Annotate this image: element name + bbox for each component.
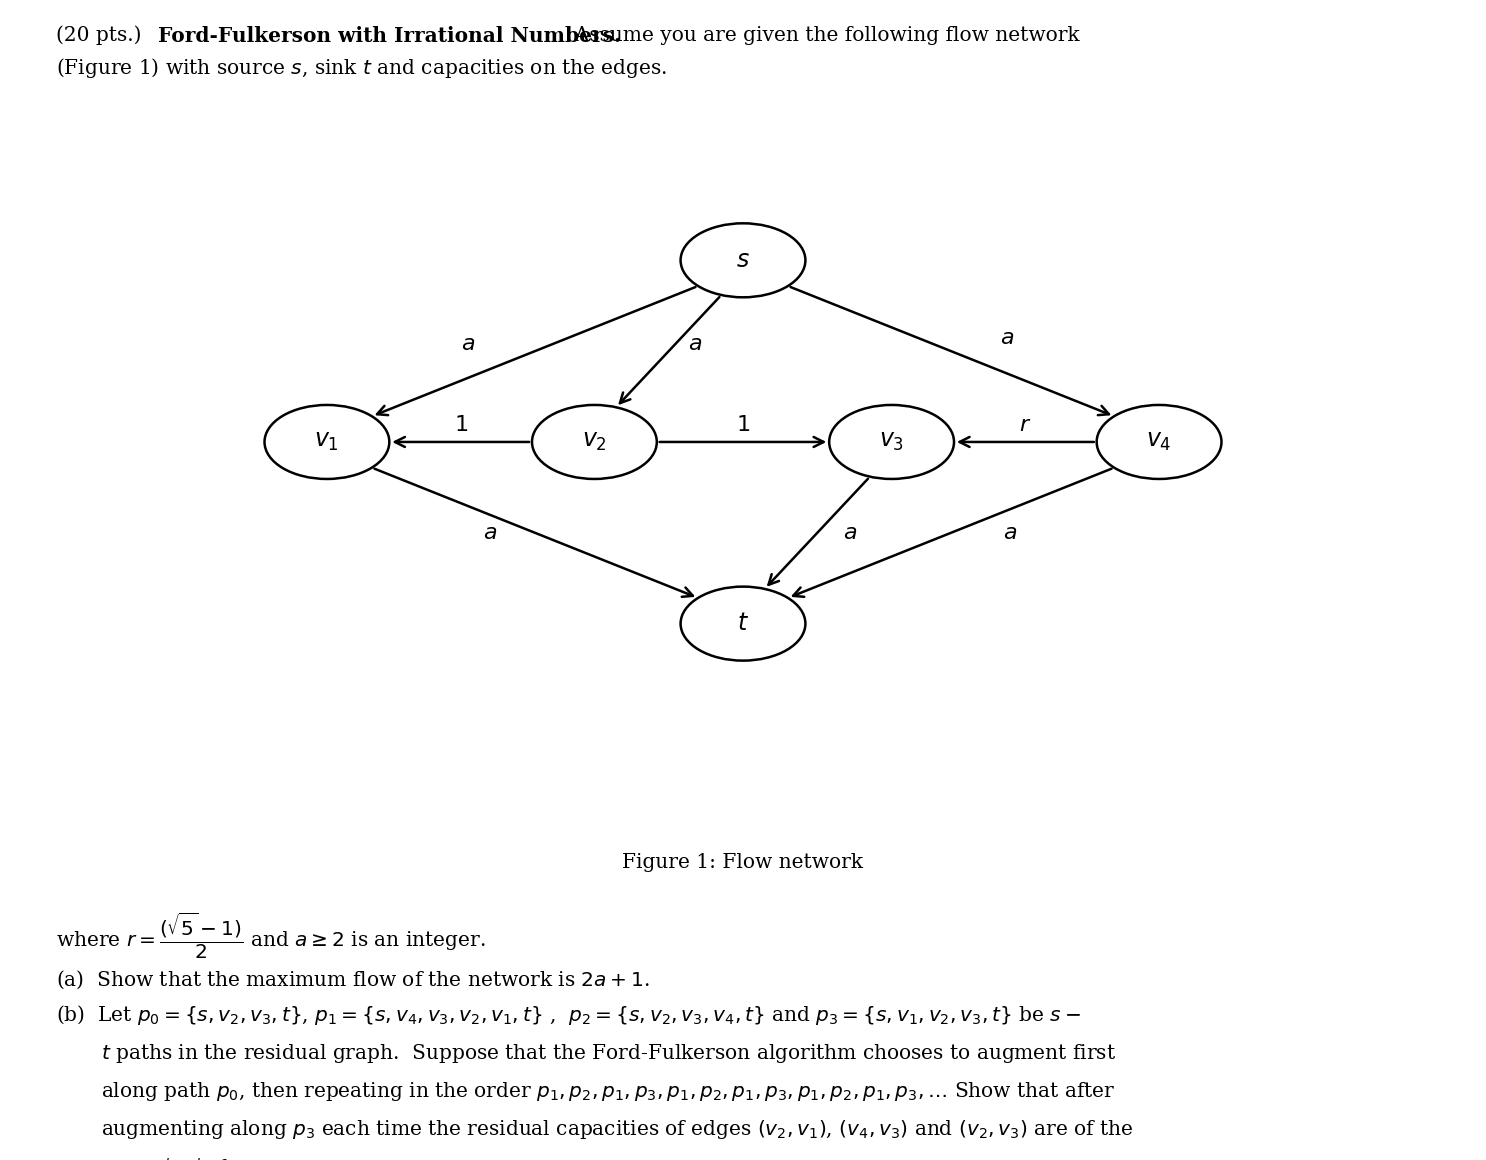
- Text: $1$: $1$: [453, 414, 468, 436]
- Text: (20 pts.): (20 pts.): [56, 26, 160, 45]
- Text: (a)  Show that the maximum flow of the network is $2a+1$.: (a) Show that the maximum flow of the ne…: [56, 969, 651, 991]
- Text: $a$: $a$: [483, 522, 498, 544]
- Text: $s$: $s$: [736, 248, 750, 271]
- Text: (b)  Let $p_0 = \{s, v_2, v_3, t\}$, $p_1 = \{s, v_4, v_3, v_2, v_1, t\}$ ,  $p_: (b) Let $p_0 = \{s, v_2, v_3, t\}$, $p_1…: [56, 1003, 1082, 1028]
- Text: $v_1$: $v_1$: [315, 430, 339, 454]
- Text: $v_4$: $v_4$: [1146, 430, 1172, 454]
- Text: (Figure 1) with source $s$, sink $t$ and capacities on the edges.: (Figure 1) with source $s$, sink $t$ and…: [56, 56, 667, 80]
- Text: $t$: $t$: [737, 612, 749, 636]
- Text: augmenting along $p_3$ each time the residual capacities of edges $(v_2, v_1)$, : augmenting along $p_3$ each time the res…: [101, 1118, 1134, 1141]
- Text: $v_2$: $v_2$: [583, 430, 606, 454]
- Ellipse shape: [1097, 405, 1221, 479]
- Text: form $r^k$, $r^{k+1}$ and 0 respectively for some $k \in \mathbb{N}$.: form $r^k$, $r^{k+1}$ and 0 respectively…: [101, 1157, 584, 1160]
- Text: where $r = \dfrac{(\sqrt{5}-1)}{2}$ and $a \geq 2$ is an integer.: where $r = \dfrac{(\sqrt{5}-1)}{2}$ and …: [56, 911, 486, 962]
- Ellipse shape: [265, 405, 389, 479]
- Text: along path $p_0$, then repeating in the order $p_1, p_2, p_1, p_3, p_1, p_2, p_1: along path $p_0$, then repeating in the …: [101, 1080, 1116, 1103]
- Text: Ford-Fulkerson with Irrational Numbers.: Ford-Fulkerson with Irrational Numbers.: [158, 26, 621, 45]
- Text: Figure 1: Flow network: Figure 1: Flow network: [623, 853, 863, 871]
- Text: $a$: $a$: [688, 333, 703, 355]
- Ellipse shape: [829, 405, 954, 479]
- Ellipse shape: [681, 223, 805, 297]
- Text: $a$: $a$: [1003, 522, 1018, 544]
- Text: $1$: $1$: [736, 414, 750, 436]
- Ellipse shape: [532, 405, 657, 479]
- Text: Assume you are given the following flow network: Assume you are given the following flow …: [562, 26, 1079, 44]
- Text: $a$: $a$: [461, 333, 476, 355]
- Text: $v_3$: $v_3$: [880, 430, 903, 454]
- Text: $a$: $a$: [1000, 327, 1015, 349]
- Text: $t$ paths in the residual graph.  Suppose that the Ford-Fulkerson algorithm choo: $t$ paths in the residual graph. Suppose…: [101, 1042, 1116, 1065]
- Text: $r$: $r$: [1019, 414, 1031, 436]
- Ellipse shape: [681, 587, 805, 661]
- Text: $a$: $a$: [843, 522, 857, 544]
